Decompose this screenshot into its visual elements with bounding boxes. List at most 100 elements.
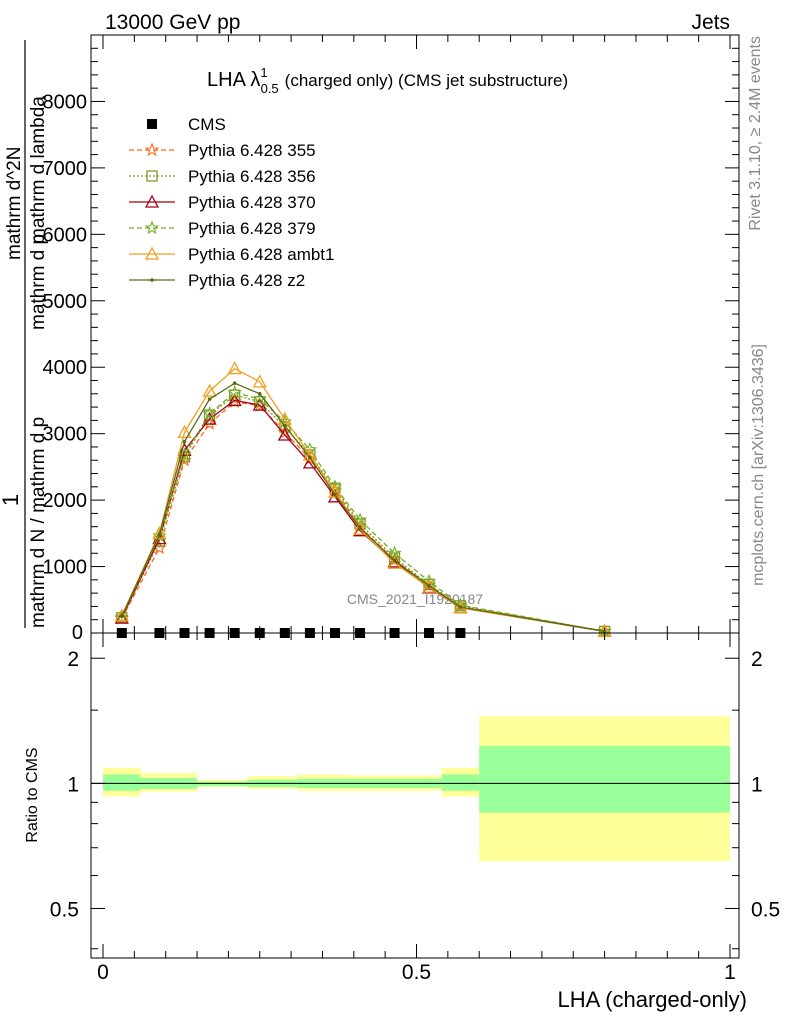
y-tick-label: 6000 [43, 224, 88, 246]
series-point-z2 [392, 558, 397, 563]
series-point-p379 [387, 545, 402, 560]
legend-item-p370: Pythia 6.428 370 [129, 193, 316, 212]
series-point-p379 [252, 391, 267, 406]
series-line-ambt1 [121, 367, 605, 633]
series-line-p356 [121, 394, 605, 632]
plot-title: LHA λ1 0.5 (charged only) (CMS jet substru… [207, 65, 568, 96]
series-point-z2 [602, 629, 607, 634]
legend-item-p379: Pythia 6.428 379 [129, 219, 316, 238]
ratio-band-inner [103, 774, 141, 791]
y-label-d2n: mathrm d^2N [4, 147, 25, 260]
series-point-p370 [277, 427, 292, 441]
legend-label-p379: Pythia 6.428 379 [188, 219, 316, 238]
plot-title-sub: 0.5 [261, 81, 279, 96]
legend-item-z2: Pythia 6.428 z2 [129, 271, 305, 290]
plot-title-rest: (charged only) (CMS jet substructure) [285, 71, 568, 90]
ratio-y-tick-label-right: 1 [751, 773, 763, 796]
header-left: 13000 GeV pp [105, 11, 240, 34]
x-axis-label: LHA (charged-only) [557, 987, 747, 1012]
ratio-plot-frame [90, 632, 740, 959]
series-point-z2 [207, 397, 212, 401]
series-point-z2 [257, 392, 262, 396]
series-point-ambt1 [421, 579, 437, 593]
y-label-dlambda: mathrm d lambda [28, 96, 49, 244]
series-line-z2 [121, 382, 605, 632]
series-point-z2 [182, 439, 187, 444]
series-point-z2 [358, 526, 362, 530]
rivet-label: Rivet 3.1.10, ≥ 2.4M events [747, 36, 764, 231]
y-tick-label: 7000 [43, 158, 88, 180]
ratio-y-tick-label: 1 [67, 773, 79, 796]
series-point-p379 [177, 447, 192, 462]
legend-marker-ambt1 [144, 246, 160, 260]
legend-marker-cms [147, 119, 157, 129]
series-point-ambt1 [252, 374, 267, 388]
ratio-y-label: Ratio to CMS [24, 747, 41, 842]
series-point-z2 [157, 532, 162, 537]
y-tick-label: 4000 [43, 357, 88, 379]
ratio-y-tick-label: 2 [67, 648, 79, 671]
series-point-p379 [421, 573, 437, 588]
legend: CMS Pythia 6.428 355 Pythia 6.428 356 Pythi… [129, 115, 334, 290]
series-point-ambt1 [152, 525, 167, 539]
legend-marker-z2 [150, 278, 154, 282]
plot-title-main: LHA λ [207, 69, 260, 91]
legend-marker-p356 [146, 170, 158, 182]
legend-item-p356: Pythia 6.428 356 [129, 167, 316, 186]
series-point-p370 [227, 393, 242, 407]
series-point-ambt1 [177, 424, 192, 438]
ratio-band-inner [479, 745, 730, 813]
y-tick-label: 3000 [43, 424, 88, 446]
series-ambt1 [114, 361, 612, 638]
series-point-z2 [308, 455, 312, 460]
ratio-y-tick-label: 0.5 [50, 898, 79, 921]
series-point-z2 [283, 423, 287, 428]
y-label-denominator: mathrm d N / mathrm d p [28, 417, 49, 628]
legend-item-cms: CMS [147, 115, 226, 134]
legend-label-cms: CMS [188, 115, 226, 134]
main-plot-panel: 1000 2000 3000 4000 5000 6000 7000 8000 0 CMS_20… [0, 34, 740, 644]
series-point-p370 [252, 397, 267, 411]
y-tick-label-zero: 0 [72, 622, 83, 644]
legend-label-ambt1: Pythia 6.428 ambt1 [188, 245, 334, 264]
main-y-axis-label: 1 mathrm d N / mathrm d p mathrm d^2N ma… [0, 40, 49, 628]
series-point-z2 [232, 381, 237, 385]
series-point-ambt1 [352, 521, 368, 535]
analysis-watermark: CMS_2021_I1920187 [347, 591, 483, 607]
x-tick-label: 1 [724, 961, 736, 984]
header-right: Jets [691, 11, 730, 34]
legend-marker-p355 [144, 142, 160, 157]
ratio-y-tick-label-right: 2 [751, 648, 763, 671]
series-line-p379 [121, 391, 605, 632]
series-point-p379 [202, 406, 217, 420]
series-point-p379 [114, 609, 129, 624]
series-point-ambt1 [327, 484, 343, 498]
legend-marker-p370 [144, 194, 160, 208]
x-tick-label: 0 [97, 961, 109, 984]
series-point-ambt1 [202, 383, 217, 397]
series-point-ambt1 [114, 608, 129, 622]
series-point-p356 [254, 396, 266, 408]
x-tick-label: 0.5 [402, 961, 431, 984]
legend-label-p356: Pythia 6.428 356 [188, 167, 316, 186]
y-label-numerator: 1 [0, 494, 23, 506]
legend-label-p370: Pythia 6.428 370 [188, 193, 316, 212]
y-tick-label: 1000 [43, 557, 88, 579]
mcplots-label: mcplots.cern.ch [arXiv:1306.3436] [750, 344, 767, 586]
ratio-bands [103, 716, 730, 862]
y-tick-label: 8000 [43, 91, 88, 113]
legend-item-p355: Pythia 6.428 355 [129, 141, 316, 160]
ratio-axes: 0.5 0.5 1 1 2 2 0 0.5 1 [50, 633, 780, 984]
series-point-z2 [120, 614, 124, 619]
main-y-axis: 1000 2000 3000 4000 5000 6000 7000 8000 0 [43, 35, 739, 644]
y-label-dp: mathrm d p [28, 234, 49, 330]
ratio-band-inner [441, 774, 480, 791]
y-tick-label: 2000 [43, 490, 88, 512]
y-tick-label: 5000 [43, 291, 88, 313]
ratio-plot-panel: 0.5 0.5 1 1 2 2 0 0.5 1 Ratio to CMS LHA (charge… [24, 632, 780, 1012]
legend-label-p355: Pythia 6.428 355 [188, 141, 316, 160]
series-point-z2 [458, 605, 463, 609]
legend-item-ambt1: Pythia 6.428 ambt1 [129, 245, 334, 264]
legend-marker-p379 [144, 220, 160, 235]
